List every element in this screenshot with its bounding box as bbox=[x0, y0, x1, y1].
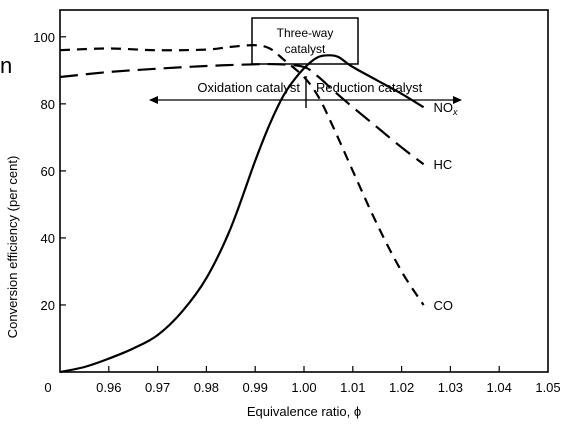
series-label-no: NOx bbox=[434, 100, 459, 117]
x-tick-label: 1.02 bbox=[389, 380, 414, 395]
y-axis: 20 40 60 80 100 bbox=[33, 30, 66, 313]
x-axis: 0.96 0.97 0.98 0.99 1.00 1.01 1.02 1.03 1.04 1.05… bbox=[44, 366, 561, 395]
series-label-co: CO bbox=[434, 298, 454, 313]
series-label-text: HC bbox=[434, 157, 453, 172]
x-tick-label: 1.05 bbox=[535, 380, 560, 395]
x-origin-label: 0 bbox=[44, 380, 51, 395]
y-tick-label: 20 bbox=[41, 298, 55, 313]
x-tick-label: 1.01 bbox=[340, 380, 365, 395]
oxidation-catalyst-label: Oxidation catalyst bbox=[197, 80, 300, 95]
x-axis-title: Equivalence ratio, ϕ bbox=[247, 404, 361, 419]
reduction-catalyst-label: Reduction catalyst bbox=[316, 80, 423, 95]
y-tick-label: 100 bbox=[33, 30, 55, 45]
series-layer: NOx HC CO bbox=[59, 44, 459, 374]
box-line-1: Three-way bbox=[277, 26, 334, 40]
x-tick-label: 0.97 bbox=[145, 380, 170, 395]
cropped-text-fragment: n bbox=[0, 53, 12, 78]
oxidation-arrow-head bbox=[149, 96, 158, 104]
series-label-text: NO bbox=[434, 100, 454, 115]
x-tick-label: 0.98 bbox=[194, 380, 219, 395]
y-tick-label: 40 bbox=[41, 231, 55, 246]
series-line-hc bbox=[59, 62, 425, 166]
reduction-arrow-head bbox=[453, 96, 462, 104]
x-tick-label: 1.03 bbox=[438, 380, 463, 395]
series-label-hc: HC bbox=[434, 157, 453, 172]
y-axis-title: Conversion efficiency (per cent) bbox=[5, 156, 20, 339]
x-tick-label: 0.96 bbox=[96, 380, 121, 395]
series-label-text: CO bbox=[434, 298, 454, 313]
series-line-co bbox=[59, 44, 425, 306]
x-tick-label: 0.99 bbox=[243, 380, 268, 395]
series-label-subscript: x bbox=[452, 107, 458, 117]
x-tick-label: 1.00 bbox=[291, 380, 316, 395]
three-way-catalyst-box bbox=[251, 17, 359, 65]
y-tick-label: 60 bbox=[41, 164, 55, 179]
box-line-2: catalyst bbox=[285, 42, 326, 56]
x-tick-label: 1.04 bbox=[487, 380, 512, 395]
series-line-no bbox=[59, 54, 425, 374]
y-tick-label: 80 bbox=[41, 97, 55, 112]
